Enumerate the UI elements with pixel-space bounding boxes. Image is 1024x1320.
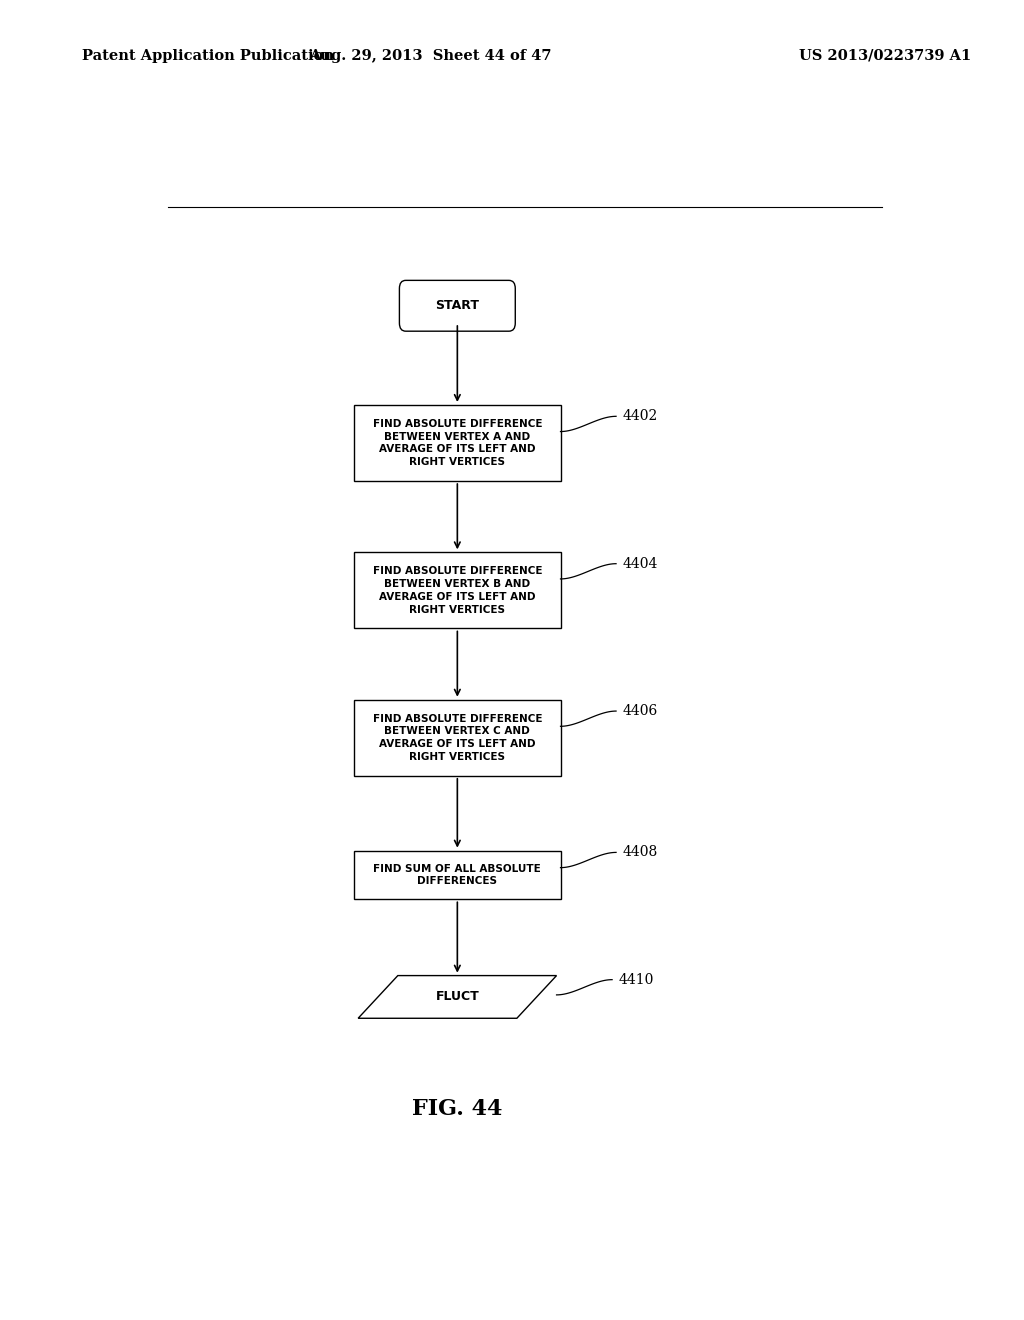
Text: FIND SUM OF ALL ABSOLUTE
DIFFERENCES: FIND SUM OF ALL ABSOLUTE DIFFERENCES <box>374 863 542 886</box>
FancyBboxPatch shape <box>354 850 560 899</box>
FancyBboxPatch shape <box>354 552 560 628</box>
Text: FLUCT: FLUCT <box>435 990 479 1003</box>
Text: START: START <box>435 300 479 313</box>
Text: FIND ABSOLUTE DIFFERENCE
BETWEEN VERTEX B AND
AVERAGE OF ITS LEFT AND
RIGHT VERT: FIND ABSOLUTE DIFFERENCE BETWEEN VERTEX … <box>373 566 542 615</box>
FancyBboxPatch shape <box>354 700 560 776</box>
Text: 4402: 4402 <box>623 409 657 424</box>
Text: US 2013/0223739 A1: US 2013/0223739 A1 <box>799 49 971 63</box>
Text: Patent Application Publication: Patent Application Publication <box>82 49 334 63</box>
Text: FIND ABSOLUTE DIFFERENCE
BETWEEN VERTEX A AND
AVERAGE OF ITS LEFT AND
RIGHT VERT: FIND ABSOLUTE DIFFERENCE BETWEEN VERTEX … <box>373 418 542 467</box>
Text: 4408: 4408 <box>623 845 657 859</box>
Text: 4410: 4410 <box>618 973 653 986</box>
Text: FIND ABSOLUTE DIFFERENCE
BETWEEN VERTEX C AND
AVERAGE OF ITS LEFT AND
RIGHT VERT: FIND ABSOLUTE DIFFERENCE BETWEEN VERTEX … <box>373 714 542 762</box>
FancyBboxPatch shape <box>399 280 515 331</box>
Text: Aug. 29, 2013  Sheet 44 of 47: Aug. 29, 2013 Sheet 44 of 47 <box>309 49 551 63</box>
Text: FIG. 44: FIG. 44 <box>412 1098 503 1119</box>
Polygon shape <box>358 975 557 1018</box>
Text: 4404: 4404 <box>623 557 657 570</box>
FancyBboxPatch shape <box>354 405 560 480</box>
Text: 4406: 4406 <box>623 704 657 718</box>
